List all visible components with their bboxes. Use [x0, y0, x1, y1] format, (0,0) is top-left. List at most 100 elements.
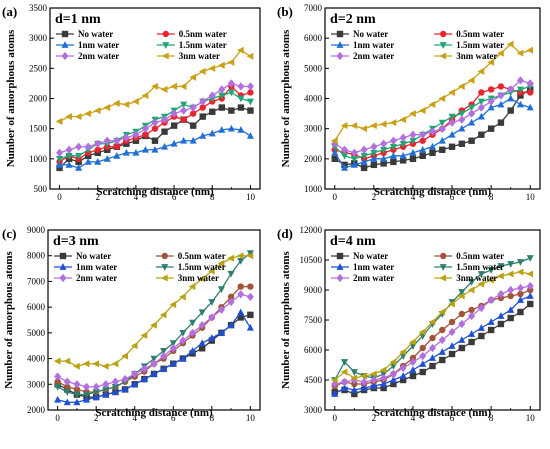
data-point: [237, 290, 245, 299]
data-point: [390, 158, 397, 166]
x-tick-label: 2: [95, 192, 100, 202]
legend-marker: [439, 264, 447, 271]
legend-marker: [336, 252, 344, 260]
data-point: [92, 382, 100, 392]
data-point: [370, 122, 377, 130]
legend-label: 1nm water: [353, 40, 394, 50]
data-point: [448, 130, 456, 138]
data-point: [350, 369, 358, 376]
data-point: [516, 100, 524, 108]
legend-marker: [61, 30, 69, 38]
data-point: [122, 133, 130, 142]
data-point: [507, 107, 514, 114]
y-tick-label: 2000: [304, 154, 323, 164]
data-point: [179, 336, 187, 345]
data-point: [180, 106, 188, 115]
data-point: [389, 376, 397, 383]
data-point: [151, 118, 159, 127]
data-point: [93, 107, 101, 115]
data-point: [198, 275, 206, 283]
data-point: [419, 145, 427, 153]
data-point: [54, 395, 62, 403]
data-point: [341, 377, 349, 387]
data-point: [389, 119, 397, 127]
data-point: [189, 110, 197, 117]
data-point: [350, 161, 358, 168]
data-point: [132, 148, 140, 156]
series-5: [53, 252, 254, 370]
series-0: [331, 86, 534, 172]
data-point: [468, 311, 476, 321]
data-point: [246, 82, 254, 91]
legend-label: 3nm water: [456, 273, 497, 283]
data-point: [56, 155, 64, 163]
data-point: [217, 61, 225, 69]
data-point: [132, 130, 140, 139]
legend-marker: [160, 274, 168, 282]
data-point: [208, 334, 216, 341]
data-point: [160, 365, 168, 372]
data-point: [399, 157, 407, 164]
y-tick-label: 7500: [304, 315, 323, 325]
data-point: [350, 122, 358, 130]
data-point: [330, 376, 338, 384]
data-point: [458, 115, 466, 124]
data-point: [380, 384, 387, 392]
data-point: [360, 158, 368, 165]
y-tick-label: 10500: [300, 255, 323, 265]
data-point: [448, 118, 456, 127]
data-point: [74, 113, 82, 121]
panel-title: d=1 nm: [55, 12, 101, 27]
data-point: [360, 164, 368, 172]
data-point: [467, 76, 475, 84]
data-point: [101, 362, 109, 370]
data-point: [497, 119, 505, 126]
data-point: [94, 139, 102, 148]
data-point: [247, 89, 254, 96]
legend-label: 1.5nm water: [179, 40, 227, 50]
data-point: [199, 113, 206, 120]
data-point: [169, 301, 177, 309]
data-point: [122, 101, 130, 109]
x-tick-label: 10: [526, 192, 536, 202]
data-point: [457, 292, 465, 300]
data-point: [170, 109, 178, 118]
data-point: [64, 383, 71, 391]
y-tick-label: 1000: [29, 154, 48, 164]
data-point: [527, 89, 534, 96]
data-point: [189, 319, 197, 327]
data-point: [180, 116, 187, 123]
y-axis-title: Number of amorphous atoms: [280, 29, 292, 167]
data-point: [478, 131, 485, 138]
data-point: [468, 104, 476, 112]
data-point: [113, 143, 121, 150]
data-point: [111, 377, 119, 386]
data-point: [94, 146, 101, 153]
x-tick-label: 8: [210, 413, 215, 423]
data-point: [428, 142, 437, 150]
y-tick-label: 12000: [300, 225, 323, 235]
x-tick-label: 0: [57, 192, 62, 202]
panel-label: (d): [277, 226, 293, 241]
legend-marker: [162, 42, 170, 49]
data-point: [351, 390, 358, 398]
legend-label: No water: [353, 29, 388, 39]
panel-label: (a): [2, 4, 17, 19]
data-point: [487, 276, 495, 284]
data-point: [409, 155, 417, 163]
data-point: [170, 82, 177, 90]
data-point: [227, 321, 235, 329]
data-point: [246, 292, 254, 302]
data-point: [497, 272, 504, 280]
data-point: [507, 94, 515, 102]
chart-panel-3: 0 2 4 6 8 10 3000 4500 6000 7500 9000 10500 12000 Scr…: [277, 225, 541, 423]
data-point: [526, 292, 534, 299]
legend-marker: [336, 273, 344, 283]
legend: No water 0.5nm water 1nm water 1.5nm water 2…: [331, 251, 504, 283]
data-point: [73, 398, 81, 406]
data-point: [399, 133, 407, 142]
x-tick-label: 6: [450, 413, 455, 423]
data-point: [487, 267, 495, 274]
data-point: [380, 146, 388, 154]
data-point: [429, 334, 436, 342]
